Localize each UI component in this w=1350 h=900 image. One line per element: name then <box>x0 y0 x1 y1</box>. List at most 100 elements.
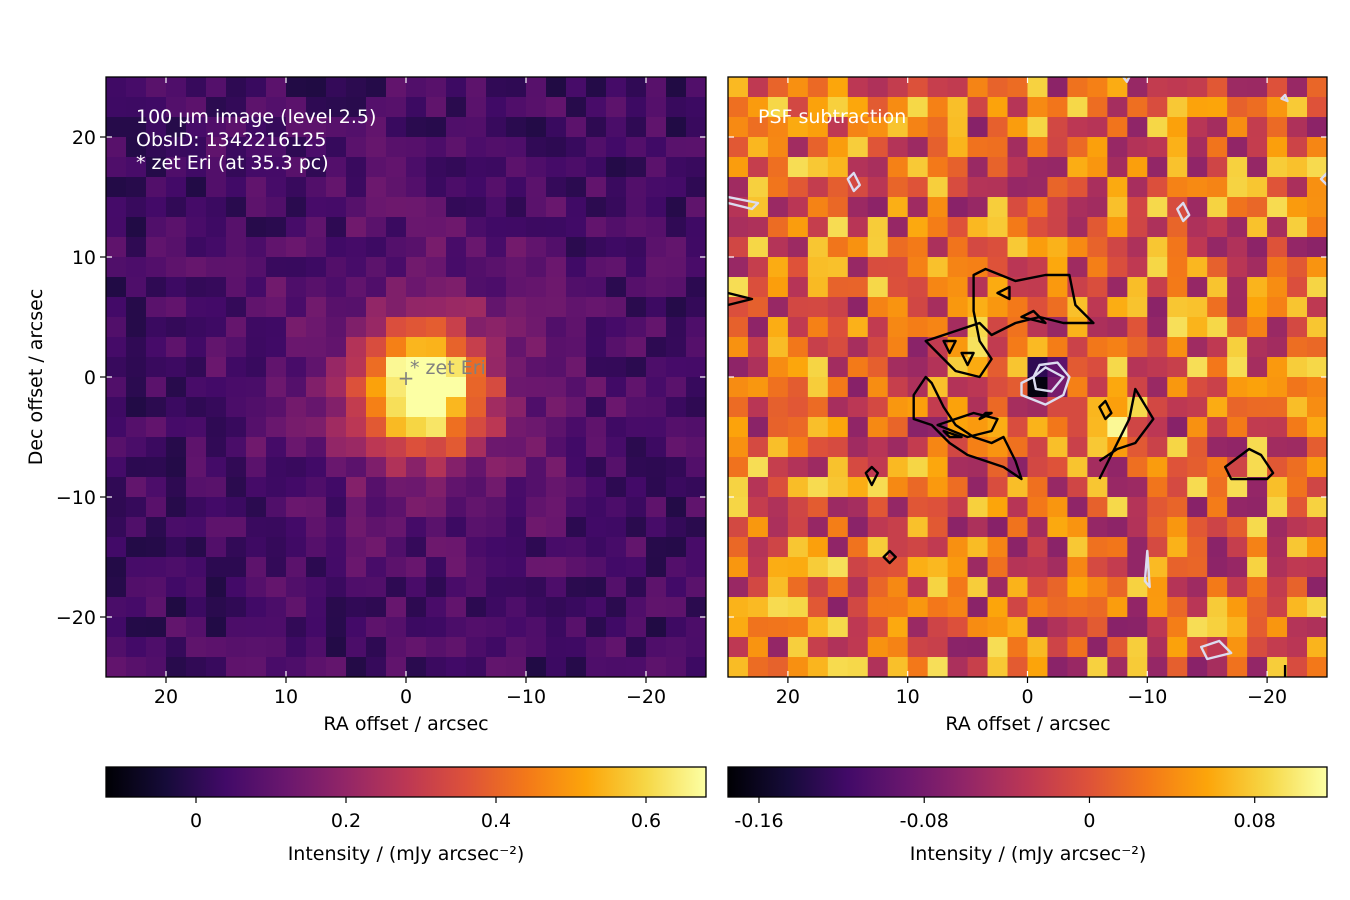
heatmap-cell <box>626 657 647 677</box>
heatmap-cell <box>206 637 227 658</box>
heatmap-cell <box>226 437 247 458</box>
heatmap-cell <box>186 497 207 518</box>
heatmap-cell <box>1067 197 1088 218</box>
heatmap-cell <box>486 257 507 278</box>
heatmap-cell <box>326 537 347 558</box>
heatmap-cell <box>246 437 267 458</box>
heatmap-cell <box>907 517 929 538</box>
heatmap-cell <box>606 217 627 238</box>
heatmap-cell <box>546 657 567 677</box>
heatmap-cell <box>126 217 147 238</box>
heatmap-cell <box>146 437 167 458</box>
heatmap-cell <box>1287 417 1308 438</box>
heatmap-cell <box>1007 177 1029 198</box>
heatmap-cell <box>827 577 849 598</box>
heatmap-cell <box>1307 157 1327 178</box>
heatmap-cell <box>967 137 989 158</box>
heatmap-cell <box>486 657 507 677</box>
heatmap-cell <box>446 377 467 398</box>
heatmap-cell <box>446 557 467 578</box>
heatmap-cell <box>446 77 467 98</box>
heatmap-cell <box>1127 117 1148 138</box>
heatmap-cell <box>887 237 909 258</box>
heatmap-cell <box>807 157 829 178</box>
heatmap-cell <box>406 397 427 418</box>
heatmap-cell <box>987 237 1009 258</box>
heatmap-cell <box>666 257 687 278</box>
heatmap-cell <box>1107 377 1128 398</box>
heatmap-cell <box>1067 137 1088 158</box>
heatmap-cell <box>1167 277 1188 298</box>
heatmap-cell <box>1187 237 1208 258</box>
heatmap-cell <box>266 217 287 238</box>
heatmap-cell <box>626 497 647 518</box>
heatmap-cell <box>1027 597 1049 618</box>
heatmap-cell <box>1067 457 1088 478</box>
heatmap-cell <box>486 337 507 358</box>
heatmap-cell <box>1207 657 1228 677</box>
heatmap-cell <box>126 157 147 178</box>
heatmap-cell <box>126 277 147 298</box>
heatmap-cell <box>728 397 749 418</box>
heatmap-cell <box>586 357 607 378</box>
x-tick-label: −20 <box>626 686 666 708</box>
heatmap-cell <box>646 597 667 618</box>
heatmap-cell <box>867 277 889 298</box>
heatmap-cell <box>626 537 647 558</box>
heatmap-cell <box>787 357 809 378</box>
heatmap-cell <box>526 157 547 178</box>
heatmap-cell <box>728 497 749 518</box>
contour-line <box>942 429 963 439</box>
heatmap-cell <box>186 597 207 618</box>
heatmap-cell <box>446 137 467 158</box>
heatmap-cell <box>346 557 367 578</box>
heatmap-cell <box>506 557 527 578</box>
heatmap-cell <box>947 97 969 118</box>
heatmap-cell <box>386 557 407 578</box>
heatmap-cell <box>1307 457 1327 478</box>
heatmap-cell <box>1127 557 1148 578</box>
heatmap-cell <box>386 437 407 458</box>
heatmap-cell <box>728 577 749 598</box>
heatmap-cell <box>346 237 367 258</box>
heatmap-cell <box>887 97 909 118</box>
heatmap-cell <box>486 537 507 558</box>
heatmap-cell <box>566 357 587 378</box>
heatmap-cell <box>728 197 749 218</box>
heatmap-cell <box>1067 497 1088 518</box>
heatmap-cell <box>466 157 487 178</box>
heatmap-cell <box>406 97 427 118</box>
heatmap-cell <box>1087 97 1108 118</box>
heatmap-cell <box>546 517 567 538</box>
heatmap-cell <box>326 317 347 338</box>
heatmap-cell <box>1027 117 1049 138</box>
heatmap-cell <box>1247 197 1268 218</box>
heatmap-cell <box>106 617 127 638</box>
heatmap-cell <box>486 437 507 458</box>
heatmap-cell <box>1247 257 1268 278</box>
heatmap-cell <box>306 617 327 638</box>
heatmap-cell <box>146 497 167 518</box>
heatmap-cell <box>967 557 989 578</box>
heatmap-cell <box>586 597 607 618</box>
colorbar-tick-label: -0.08 <box>900 810 949 832</box>
heatmap-cell <box>306 217 327 238</box>
heatmap-cell <box>1267 477 1288 498</box>
contour-line <box>728 195 760 211</box>
heatmap-cell <box>787 137 809 158</box>
heatmap-cell <box>446 617 467 638</box>
heatmap-cell <box>306 237 327 258</box>
heatmap-cell <box>1227 317 1248 338</box>
heatmap-cell <box>1247 637 1268 658</box>
heatmap-cell <box>386 197 407 218</box>
heatmap-cell <box>827 297 849 318</box>
heatmap-cell <box>1187 77 1208 98</box>
heatmap-cell <box>1267 117 1288 138</box>
heatmap-cell <box>346 597 367 618</box>
heatmap-cell <box>1047 77 1069 98</box>
heatmap-cell <box>1147 337 1168 358</box>
heatmap-cell <box>967 257 989 278</box>
heatmap-cell <box>306 597 327 618</box>
heatmap-cell <box>426 317 447 338</box>
heatmap-cell <box>787 257 809 278</box>
